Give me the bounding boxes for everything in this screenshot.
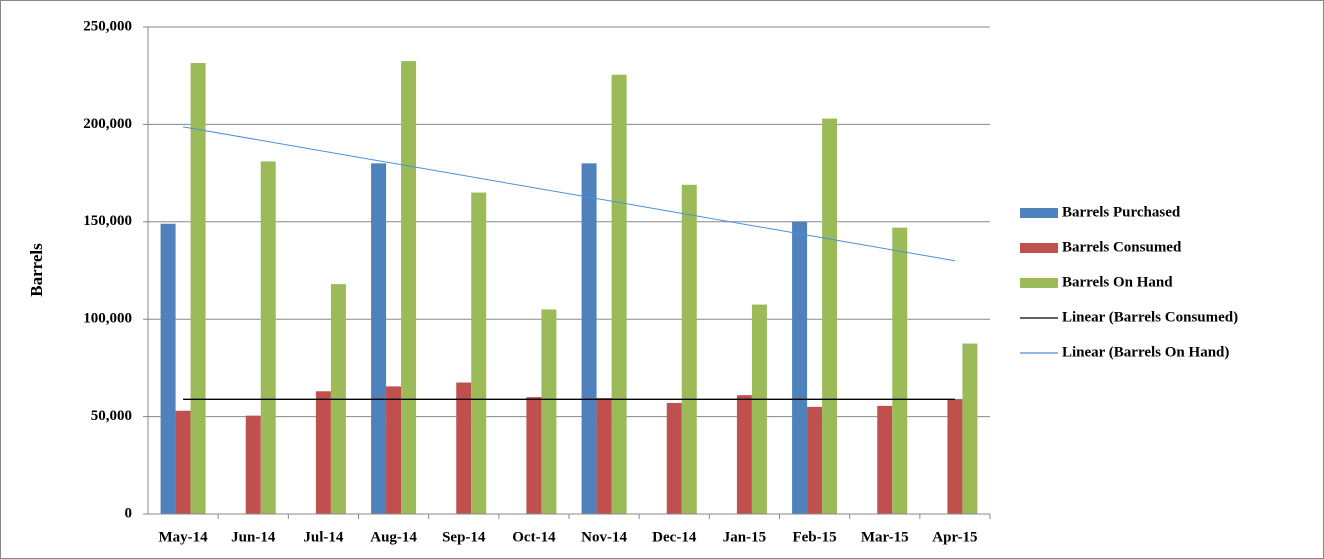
x-tick-label: Jul-14 — [303, 529, 344, 545]
legend-label: Linear (Barrels On Hand) — [1062, 344, 1229, 360]
y-tick-label: 100,000 — [83, 311, 132, 327]
bar — [401, 61, 417, 515]
y-tick-label: 0 — [125, 505, 133, 521]
bar — [962, 343, 978, 514]
trendline — [182, 126, 956, 262]
bar — [526, 397, 542, 514]
legend-label: Barrels On Hand — [1062, 274, 1173, 290]
bar — [892, 227, 908, 515]
legend-swatch — [1020, 208, 1058, 218]
bar — [245, 415, 261, 514]
bar — [596, 398, 612, 514]
bar — [681, 184, 697, 514]
x-tick-label: Nov-14 — [581, 529, 627, 545]
bar — [456, 382, 472, 514]
x-tick-label: Apr-15 — [932, 529, 977, 545]
x-tick-label: Aug-14 — [370, 529, 417, 545]
bar — [315, 391, 331, 514]
bar — [751, 304, 767, 514]
bar — [666, 402, 682, 514]
bar — [160, 223, 176, 515]
bar — [611, 74, 627, 514]
bar — [386, 386, 402, 514]
bar — [822, 118, 838, 514]
bar — [471, 192, 487, 514]
bar — [371, 163, 387, 515]
y-axis-label: Barrels — [27, 243, 46, 297]
legend-swatch — [1020, 243, 1058, 253]
y-tick-label: 150,000 — [83, 213, 132, 229]
x-tick-label: Oct-14 — [512, 529, 556, 545]
bar — [190, 63, 206, 515]
bar — [792, 221, 808, 515]
x-tick-label: Feb-15 — [792, 529, 836, 545]
legend-label: Barrels Purchased — [1062, 204, 1181, 220]
bar — [581, 163, 597, 515]
bar — [947, 399, 963, 514]
x-tick-label: Jan-15 — [723, 529, 766, 545]
bar — [736, 395, 752, 514]
bar — [175, 410, 191, 514]
y-tick-label: 250,000 — [83, 18, 132, 34]
y-tick-label: 200,000 — [83, 116, 132, 132]
x-tick-label: Jun-14 — [231, 529, 276, 545]
x-tick-label: May-14 — [159, 529, 209, 545]
bar — [260, 161, 276, 515]
legend-swatch — [1020, 278, 1058, 288]
legend-label: Barrels Consumed — [1062, 239, 1182, 255]
bar — [877, 405, 893, 514]
legend-label: Linear (Barrels Consumed) — [1062, 309, 1238, 325]
bar — [807, 406, 823, 514]
x-tick-label: Dec-14 — [652, 529, 697, 545]
y-tick-label: 50,000 — [91, 408, 132, 424]
x-tick-label: Sep-14 — [442, 529, 486, 545]
bar — [541, 309, 557, 514]
x-tick-label: Mar-15 — [861, 529, 909, 545]
